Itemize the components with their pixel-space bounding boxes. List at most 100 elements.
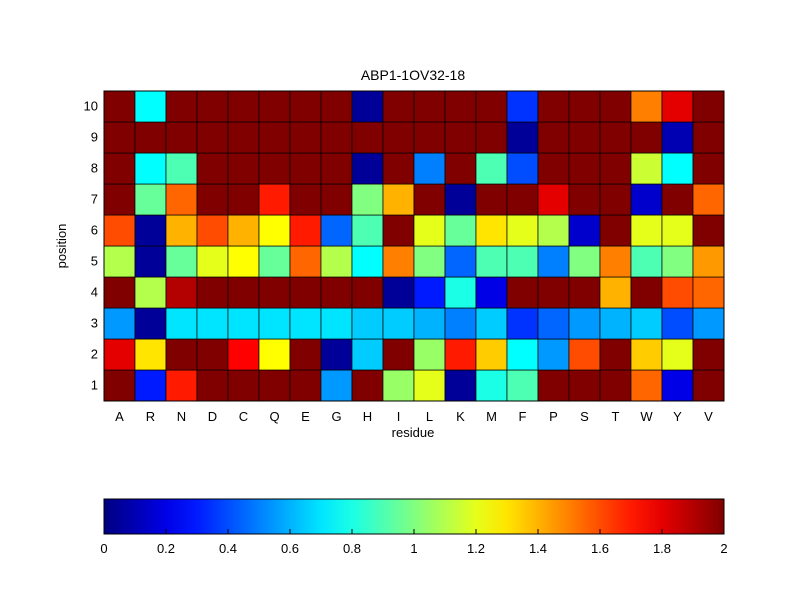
x-tick-label: M	[486, 409, 497, 424]
heatmap-cell-F-2	[506, 338, 539, 371]
heatmap-cell-H-3	[351, 307, 384, 340]
heatmap-cell-N-10	[165, 90, 198, 123]
heatmap-cell-Y-3	[661, 307, 694, 340]
heatmap-cell-L-3	[413, 307, 446, 340]
heatmap-cell-H-9	[351, 121, 384, 154]
x-tick-label: N	[177, 409, 186, 424]
heatmap-cell-K-2	[444, 338, 477, 371]
colorbar-tick-label: 0.4	[219, 541, 237, 556]
heatmap-cell-N-6	[165, 214, 198, 247]
chart-title: ABP1-1OV32-18	[361, 67, 465, 83]
colorbar-tick-label: 2	[720, 541, 727, 556]
heatmap-cell-A-7	[103, 183, 136, 216]
heatmap-cell-G-6	[320, 214, 353, 247]
heatmap-cell-S-8	[568, 152, 601, 185]
heatmap-cell-A-1	[103, 369, 136, 402]
heatmap-cell-R-2	[134, 338, 167, 371]
heatmap-cell-C-1	[227, 369, 260, 402]
heatmap-cell-S-2	[568, 338, 601, 371]
heatmap-cell-K-4	[444, 276, 477, 309]
heatmap-cell-W-9	[630, 121, 663, 154]
y-tick-label: 2	[91, 347, 98, 362]
heatmap-cell-H-1	[351, 369, 384, 402]
heatmap-cell-K-8	[444, 152, 477, 185]
x-tick-label: R	[146, 409, 155, 424]
heatmap-cell-F-1	[506, 369, 539, 402]
x-tick-label: C	[239, 409, 248, 424]
heatmap-cell-Q-10	[258, 90, 291, 123]
y-tick-labels: 1 2 3 4 5 6 7 8 9 10	[84, 99, 98, 393]
heatmap-cell-V-6	[692, 214, 725, 247]
heatmap-cell-L-8	[413, 152, 446, 185]
colorbar-tick-label: 1	[410, 541, 417, 556]
x-tick-label: I	[397, 409, 401, 424]
heatmap-cell-A-9	[103, 121, 136, 154]
heatmap-cell-V-10	[692, 90, 725, 123]
heatmap-cell-P-3	[537, 307, 570, 340]
heatmap-cell-W-3	[630, 307, 663, 340]
heatmap-cell-G-3	[320, 307, 353, 340]
heatmap-cell-T-8	[599, 152, 632, 185]
heatmap-cell-N-9	[165, 121, 198, 154]
heatmap-cell-T-3	[599, 307, 632, 340]
heatmap-cell-V-3	[692, 307, 725, 340]
heatmap-cell-F-7	[506, 183, 539, 216]
heatmap-cell-D-2	[196, 338, 229, 371]
heatmap-cell-R-7	[134, 183, 167, 216]
heatmap-cell-D-9	[196, 121, 229, 154]
heatmap-cell-Q-5	[258, 245, 291, 278]
heatmap-cell-G-2	[320, 338, 353, 371]
heatmap-cell-T-7	[599, 183, 632, 216]
y-tick-label: 8	[91, 161, 98, 176]
heatmap-cell-C-8	[227, 152, 260, 185]
heatmap-cell-H-5	[351, 245, 384, 278]
x-tick-label: H	[363, 409, 372, 424]
heatmap-cell-K-7	[444, 183, 477, 216]
heatmap-cell-N-3	[165, 307, 198, 340]
heatmap-cell-E-6	[289, 214, 322, 247]
heatmap-cell-C-9	[227, 121, 260, 154]
heatmap-cell-E-3	[289, 307, 322, 340]
plot-frame	[103, 90, 725, 402]
heatmap-cell-Y-1	[661, 369, 694, 402]
x-tick-label: S	[580, 409, 589, 424]
heatmap-cell-E-2	[289, 338, 322, 371]
heatmap-cell-Y-6	[661, 214, 694, 247]
heatmap-cell-L-6	[413, 214, 446, 247]
heatmap-cell-E-9	[289, 121, 322, 154]
heatmap-cell-Q-7	[258, 183, 291, 216]
heatmap-cell-I-4	[382, 276, 415, 309]
heatmap-cell-I-1	[382, 369, 415, 402]
colorbar-tick-label: 0.8	[343, 541, 361, 556]
heatmap-cell-M-1	[475, 369, 508, 402]
heatmap-cell-F-5	[506, 245, 539, 278]
heatmap-cell-H-10	[351, 90, 384, 123]
heatmap-cell-I-7	[382, 183, 415, 216]
heatmap-cell-A-10	[103, 90, 136, 123]
heatmap-cell-R-10	[134, 90, 167, 123]
heatmap-cell-W-8	[630, 152, 663, 185]
y-tick-label: 3	[91, 316, 98, 331]
heatmap-cell-A-5	[103, 245, 136, 278]
heatmap-cell-M-6	[475, 214, 508, 247]
heatmap-cell-T-1	[599, 369, 632, 402]
heatmap-cell-Q-9	[258, 121, 291, 154]
heatmap-cell-T-4	[599, 276, 632, 309]
heatmap-cell-K-5	[444, 245, 477, 278]
heatmap-cell-A-3	[103, 307, 136, 340]
heatmap-cell-V-4	[692, 276, 725, 309]
heatmap-cell-S-5	[568, 245, 601, 278]
heatmap-cell-A-6	[103, 214, 136, 247]
colorbar-tick-label: 0	[100, 541, 107, 556]
heatmap-cell-G-1	[320, 369, 353, 402]
heatmap-cell-W-4	[630, 276, 663, 309]
x-tick-label: Q	[269, 409, 279, 424]
heatmap-cell-L-2	[413, 338, 446, 371]
heatmap-cell-C-7	[227, 183, 260, 216]
heatmap-cell-M-4	[475, 276, 508, 309]
x-tick-label: W	[640, 409, 653, 424]
heatmap-cell-K-1	[444, 369, 477, 402]
heatmap-cell-Y-9	[661, 121, 694, 154]
